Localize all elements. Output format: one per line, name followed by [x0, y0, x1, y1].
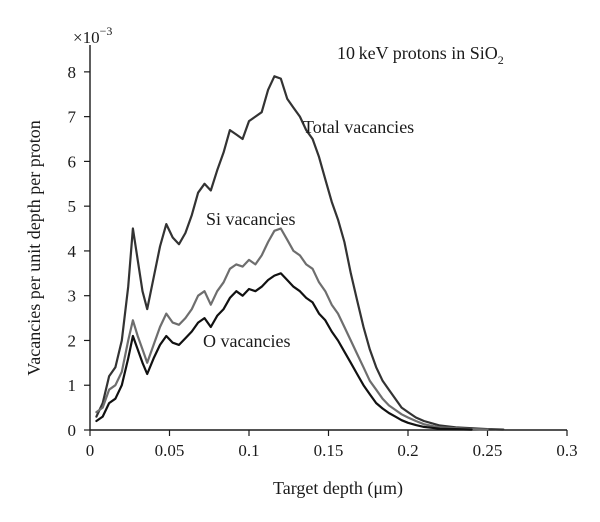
y-tick-label: 3: [68, 287, 77, 306]
x-tick-label: 0.15: [314, 441, 344, 460]
annotation-o-vacancies: O vacancies: [203, 331, 290, 351]
y-axis-title: Vacancies per unit depth per proton: [24, 120, 44, 375]
x-tick-label: 0.2: [397, 441, 418, 460]
plot-area: [95, 75, 505, 431]
y-tick-label: 5: [68, 197, 77, 216]
x-tick-label: 0.25: [473, 441, 503, 460]
series-line-total-vacancies: [95, 75, 505, 431]
y-tick-label: 1: [68, 376, 77, 395]
axes: 0 0.05 0.1 0.15 0.2 0.25 0.3 0 1 2 3 4 5 6 7 8: [68, 45, 578, 460]
x-tick-label: 0: [86, 441, 95, 460]
y-tick-label: 8: [68, 63, 77, 82]
chart-title: 10 keV protons in SiO2: [337, 43, 504, 67]
y-tick-label: 4: [68, 242, 77, 261]
y-tick-label: 7: [68, 108, 77, 127]
x-axis-title: Target depth (μm): [273, 478, 403, 499]
annotation-total-vacancies: Total vacancies: [303, 117, 414, 137]
series-line-o-vacancies: [95, 272, 473, 431]
y-axis-multiplier: ×10−3: [73, 24, 112, 47]
annotation-si-vacancies: Si vacancies: [206, 209, 295, 229]
y-tick-label: 0: [68, 421, 77, 440]
series-line-si-vacancies: [95, 227, 489, 431]
x-tick-label: 0.3: [556, 441, 577, 460]
y-tick-label: 6: [68, 152, 77, 171]
x-tick-label: 0.05: [155, 441, 185, 460]
y-tick-label: 2: [68, 331, 77, 350]
x-tick-label: 0.1: [238, 441, 259, 460]
